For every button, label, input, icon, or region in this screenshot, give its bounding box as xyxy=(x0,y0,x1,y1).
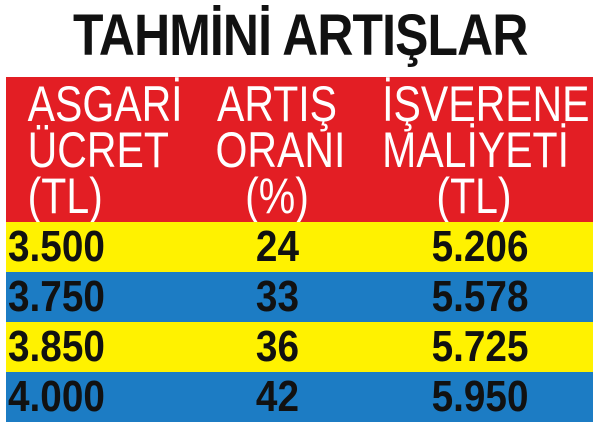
table-cell: 3.750 xyxy=(8,272,198,322)
cell-value: 36 xyxy=(255,322,299,371)
table-row: 4.000 42 5.950 xyxy=(6,372,593,422)
header-line: ÜCRET xyxy=(27,122,169,178)
table-row: 3.500 24 5.206 xyxy=(6,222,593,272)
cell-value: 33 xyxy=(255,272,299,321)
data-table: ASGARİ ÜCRET (TL) ARTIŞ ORANI (%) İŞVERE… xyxy=(6,77,593,422)
header-line: ARTIŞ xyxy=(216,76,338,132)
cell-value: 4.000 xyxy=(8,372,105,421)
page-title: TAHMİNİ ARTIŞLAR xyxy=(0,4,600,68)
table-cell: 5.206 xyxy=(368,222,592,272)
table-header: ASGARİ ÜCRET (TL) ARTIŞ ORANI (%) İŞVERE… xyxy=(6,77,593,222)
table-cell: 3.500 xyxy=(8,222,198,272)
header-line: İŞVERENE xyxy=(382,76,590,132)
title-text: TAHMİNİ ARTIŞLAR xyxy=(72,3,528,68)
column-header-minimum-wage: ASGARİ ÜCRET (TL) xyxy=(10,76,206,224)
cell-value: 24 xyxy=(255,222,299,271)
table-cell: 24 xyxy=(202,222,352,272)
table-row: 3.750 33 5.578 xyxy=(6,272,593,322)
cell-value: 5.578 xyxy=(431,272,529,321)
header-line: (%) xyxy=(245,168,309,224)
table-cell: 4.000 xyxy=(8,372,198,422)
table-cell: 5.725 xyxy=(368,322,592,372)
table-cell: 5.950 xyxy=(368,372,592,422)
cell-value: 3.850 xyxy=(8,322,105,371)
column-header-employer-cost: İŞVERENE MALİYETİ (TL) xyxy=(362,76,590,224)
table-cell: 36 xyxy=(202,322,352,372)
cell-value: 3.750 xyxy=(8,272,105,321)
header-line: (TL) xyxy=(27,168,103,224)
header-line: (TL) xyxy=(436,168,512,224)
table-cell: 42 xyxy=(202,372,352,422)
cell-value: 5.206 xyxy=(431,222,529,271)
cell-value: 5.725 xyxy=(431,322,529,371)
cell-value: 5.950 xyxy=(431,372,529,421)
table-row: 3.850 36 5.725 xyxy=(6,322,593,372)
table-cell: 33 xyxy=(202,272,352,322)
cell-value: 3.500 xyxy=(8,222,105,271)
cell-value: 42 xyxy=(255,372,299,421)
header-line: ORANI xyxy=(215,122,346,178)
table-cell: 3.850 xyxy=(8,322,198,372)
column-header-increase-rate: ARTIŞ ORANI (%) xyxy=(202,76,352,224)
table-cell: 5.578 xyxy=(368,272,592,322)
table-body: 3.500 24 5.206 3.750 33 5.578 3.850 36 5.725 4.00… xyxy=(6,222,593,422)
header-line: MALİYETİ xyxy=(382,122,569,178)
header-line: ASGARİ xyxy=(27,76,183,132)
